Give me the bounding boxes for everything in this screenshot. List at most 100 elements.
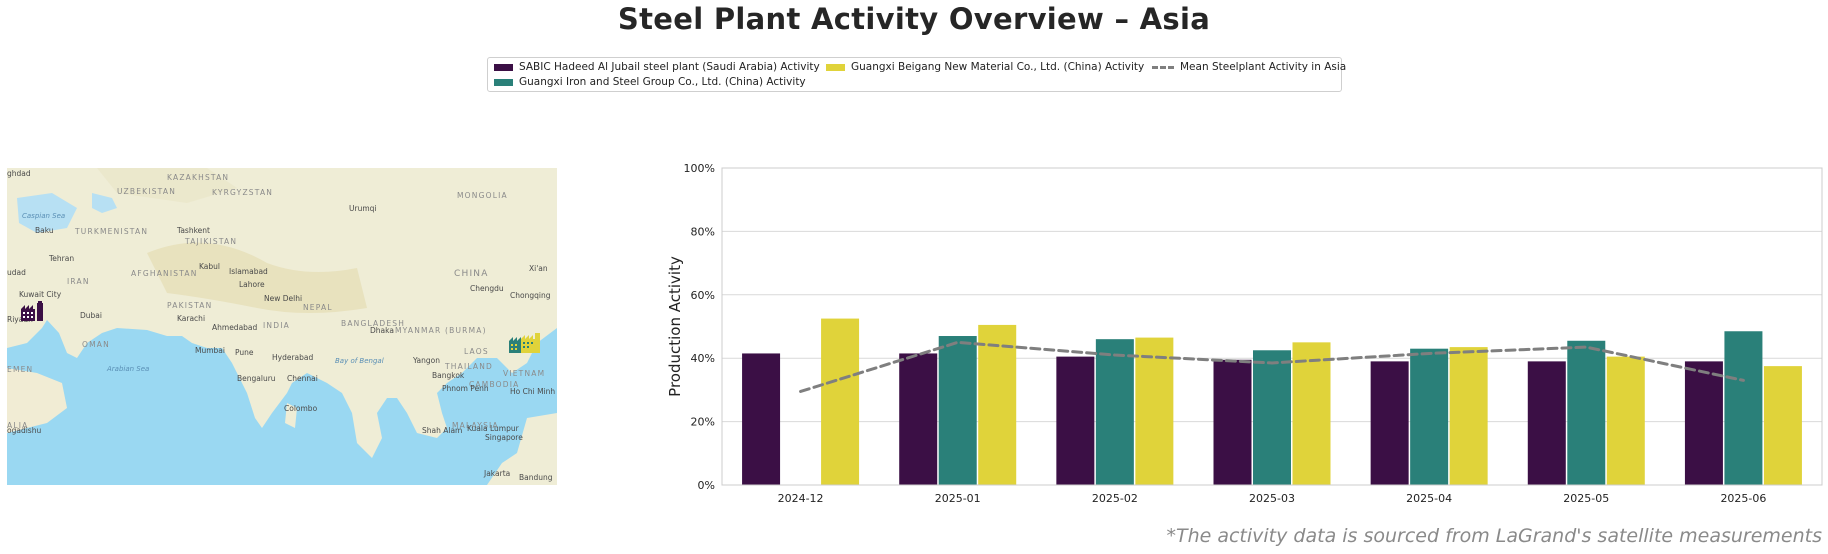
legend-swatch-guangxi-iron bbox=[494, 78, 513, 86]
map-label-kyrgyzstan: KYRGYZSTAN bbox=[212, 188, 273, 197]
x-tick-label: 2025-01 bbox=[935, 492, 981, 505]
map-label-somalia: ALIA bbox=[7, 421, 28, 430]
map-label-myanmar: MYANMAR (BURMA) bbox=[395, 326, 487, 335]
map-label-arabian-sea: Arabian Sea bbox=[106, 365, 149, 373]
legend-dash-mean bbox=[1152, 65, 1174, 69]
legend-label-sabic: SABIC Hadeed Al Jubail steel plant (Saud… bbox=[519, 61, 820, 73]
legend-swatch-guangxi-beigang bbox=[826, 63, 845, 71]
bar-3-2025-05 bbox=[1606, 356, 1645, 485]
legend-label-guangxi-beigang: Guangxi Beigang New Material Co., Ltd. (… bbox=[851, 61, 1145, 73]
bar-2-2025-02 bbox=[1095, 339, 1134, 485]
caspian-sea bbox=[17, 193, 77, 233]
factory-icon-sabic[interactable] bbox=[21, 301, 43, 321]
mean-activity-line bbox=[799, 340, 1745, 393]
y-axis-label: Production Activity bbox=[666, 256, 684, 397]
x-tick-label: 2025-06 bbox=[1720, 492, 1766, 505]
map-label-chongqing: Chongqing bbox=[510, 291, 551, 300]
map-label-pune: Pune bbox=[235, 348, 254, 357]
map-label-udad: udad bbox=[7, 268, 26, 277]
map-label-caspian: Caspian Sea bbox=[22, 212, 65, 220]
legend-label-mean: Mean Steelplant Activity in Asia bbox=[1180, 61, 1347, 73]
map-label-ahmedabad: Ahmedabad bbox=[212, 323, 258, 332]
bar-1-2025-01 bbox=[899, 353, 938, 485]
map-label-tajikistan: TAJIKISTAN bbox=[184, 237, 237, 246]
x-tick-label: 2024-12 bbox=[778, 492, 824, 505]
map-label-india: INDIA bbox=[263, 321, 290, 330]
bars bbox=[742, 318, 1802, 485]
x-tick-label: 2025-03 bbox=[1249, 492, 1295, 505]
chart-title: Steel Plant Activity Overview – Asia bbox=[617, 2, 1211, 36]
arabia-land bbox=[7, 368, 67, 433]
map-label-urumqi: Urumqi bbox=[349, 204, 376, 213]
map-label-yemen: EMEN bbox=[7, 365, 33, 374]
bar-1-2025-03 bbox=[1213, 359, 1252, 485]
map-label-nepal: NEPAL bbox=[303, 303, 333, 312]
map-label-oman: OMAN bbox=[82, 340, 110, 349]
legend: SABIC Hadeed Al Jubail steel plant (Saud… bbox=[487, 57, 1346, 92]
bar-3-2025-02 bbox=[1135, 337, 1174, 485]
legend-item-mean: Mean Steelplant Activity in Asia bbox=[1152, 61, 1346, 73]
map-label-riyadh: Riyadh bbox=[7, 315, 33, 324]
map-label-afghanistan: AFGHANISTAN bbox=[131, 269, 198, 278]
bar-2-2025-04 bbox=[1410, 348, 1449, 485]
footnote: *The activity data is sourced from LaGra… bbox=[1166, 525, 1822, 547]
map-label-karachi: Karachi bbox=[177, 314, 205, 323]
asia-map-svg: KAZAKHSTAN MONGOLIA UZBEKISTAN KYRGYZSTA… bbox=[7, 168, 557, 485]
map-label-chengdu: Chengdu bbox=[470, 284, 504, 293]
map-label-kazakhstan: KAZAKHSTAN bbox=[167, 173, 229, 182]
factory-icon-guangxi-iron[interactable] bbox=[509, 337, 523, 353]
map-label-shah-alam: Shah Alam bbox=[422, 426, 462, 435]
map-label-malaysia: MALAYSIA bbox=[452, 421, 499, 430]
map-label-lahore: Lahore bbox=[239, 280, 265, 289]
map-label-kuala-lumpur: Kuala Lumpur bbox=[467, 424, 520, 433]
mean-line-layer bbox=[799, 340, 1745, 393]
bar-1-2025-02 bbox=[1056, 356, 1095, 485]
map-label-mumbai: Mumbai bbox=[195, 346, 225, 355]
map-label-bay-of-bengal: Bay of Bengal bbox=[335, 357, 384, 365]
map-label-chennai: Chennai bbox=[287, 374, 318, 383]
map-label-new-delhi: New Delhi bbox=[264, 294, 302, 303]
map-label-pakistan: PAKISTAN bbox=[167, 301, 212, 310]
kazakh-steppe bbox=[97, 168, 237, 203]
bar-3-2024-12 bbox=[821, 318, 860, 485]
map-label-baku: Baku bbox=[35, 226, 54, 235]
map-label-uzbekistan: UZBEKISTAN bbox=[117, 187, 176, 196]
map-label-kabul: Kabul bbox=[199, 262, 220, 271]
indonesia-land bbox=[487, 413, 557, 485]
y-tick-label: 0% bbox=[698, 479, 715, 492]
map-label-turkmenistan: TURKMENISTAN bbox=[74, 227, 148, 236]
asia-map: KAZAKHSTAN MONGOLIA UZBEKISTAN KYRGYZSTA… bbox=[7, 168, 557, 485]
x-tick-label: 2025-02 bbox=[1092, 492, 1138, 505]
map-label-hyderabad: Hyderabad bbox=[272, 353, 313, 362]
bar-3-2025-01 bbox=[978, 324, 1017, 485]
legend-swatch-sabic bbox=[494, 63, 513, 71]
map-label-jakarta: Jakarta bbox=[483, 469, 510, 478]
aral-sea bbox=[92, 193, 117, 213]
x-tick-label: 2025-04 bbox=[1406, 492, 1452, 505]
map-label-bandung: Bandung bbox=[519, 473, 553, 482]
legend-label-guangxi-iron: Guangxi Iron and Steel Group Co., Ltd. (… bbox=[519, 76, 806, 88]
legend-item-guangxi-beigang: Guangxi Beigang New Material Co., Ltd. (… bbox=[826, 61, 1144, 73]
bar-2-2025-06 bbox=[1724, 331, 1763, 485]
map-label-bangkok: Bangkok bbox=[432, 371, 465, 380]
tick-labels: 0% 20% 40% 60% 80% 100% 2024-12 2025-01 2025-02 2… bbox=[684, 162, 1767, 505]
bar-2-2025-01 bbox=[938, 336, 977, 485]
bar-1-2025-05 bbox=[1527, 361, 1566, 485]
map-label-ho-chi-minh: Ho Chi Minh City bbox=[510, 387, 557, 396]
y-tick-label: 80% bbox=[691, 225, 715, 238]
factory-icon-guangxi-beigang[interactable] bbox=[521, 333, 540, 353]
map-label-tehran: Tehran bbox=[48, 254, 74, 263]
map-label-dhaka: Dhaka bbox=[370, 326, 394, 335]
himalaya-relief bbox=[147, 242, 367, 313]
map-label-thailand: THAILAND bbox=[444, 362, 493, 371]
bar-3-2025-06 bbox=[1763, 366, 1802, 485]
plot-frame bbox=[721, 167, 1823, 486]
map-label-kuwait: Kuwait City bbox=[19, 290, 62, 299]
y-tick-label: 40% bbox=[691, 352, 715, 365]
bar-1-2025-06 bbox=[1684, 361, 1723, 485]
bar-3-2025-04 bbox=[1449, 347, 1488, 485]
legend-item-guangxi-iron: Guangxi Iron and Steel Group Co., Ltd. (… bbox=[494, 76, 806, 88]
map-label-iran: IRAN bbox=[67, 277, 90, 286]
map-label-mongolia: MONGOLIA bbox=[457, 191, 508, 200]
